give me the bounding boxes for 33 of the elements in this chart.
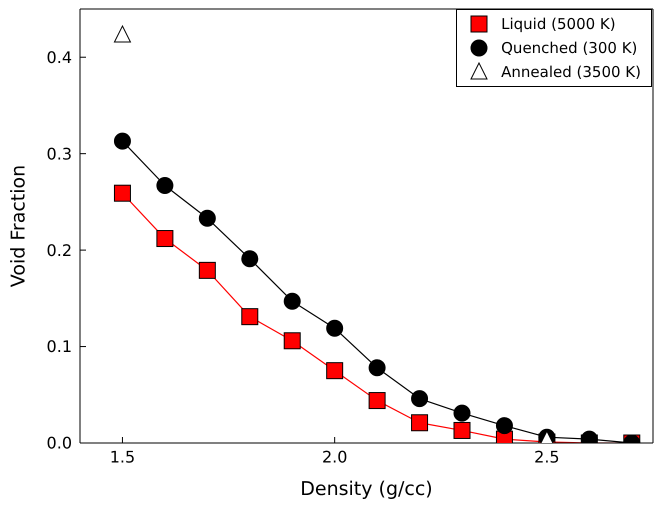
point	[114, 26, 131, 43]
point	[411, 414, 428, 432]
point	[114, 132, 131, 150]
legend-label: Liquid (5000 K)	[501, 15, 616, 33]
point	[241, 250, 258, 268]
point	[198, 210, 216, 227]
point	[156, 230, 174, 248]
x-tick-label: 2.0	[322, 447, 348, 466]
point	[496, 417, 513, 434]
legend-label: Quenched (300 K)	[501, 39, 638, 57]
point	[411, 390, 428, 408]
point	[284, 292, 301, 310]
legend-label: Annealed (3500 K)	[501, 63, 641, 81]
point	[284, 332, 301, 350]
y-tick-label: 0.0	[46, 434, 72, 453]
point	[241, 308, 258, 326]
point	[326, 320, 344, 337]
y-tick-label: 0.3	[46, 144, 72, 164]
point	[198, 262, 216, 279]
y-tick-label: 0.1	[46, 337, 72, 356]
point	[368, 392, 386, 410]
point	[454, 404, 470, 422]
point	[156, 176, 174, 194]
point	[454, 422, 470, 439]
y-tick-label: 0.2	[46, 240, 72, 260]
point	[326, 362, 344, 380]
point	[114, 184, 131, 202]
y-tick-label: 0.4	[46, 48, 72, 67]
x-axis-title: Density (g/cc)	[300, 478, 433, 500]
x-tick-label: 2.5	[534, 447, 560, 466]
y-axis-title: Void Fraction	[8, 164, 30, 288]
x-tick-label: 1.5	[110, 447, 136, 466]
point	[368, 359, 386, 376]
